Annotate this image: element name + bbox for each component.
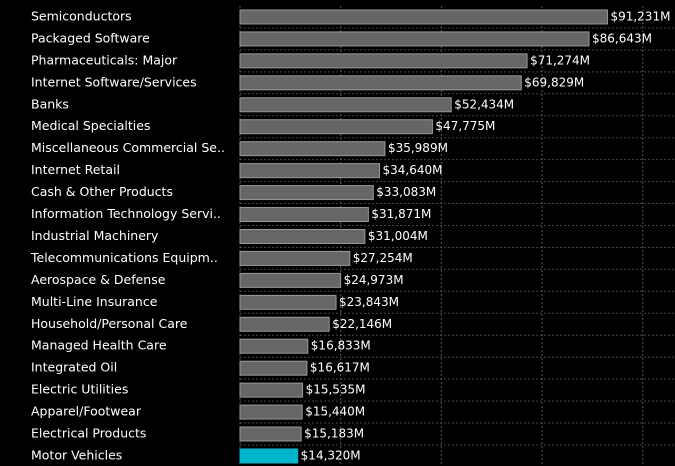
category-label: Banks bbox=[31, 96, 69, 111]
category-label: Information Technology Servi.. bbox=[31, 206, 221, 221]
category-label: Motor Vehicles bbox=[31, 447, 122, 462]
value-label: $14,320M bbox=[301, 448, 361, 462]
value-label: $16,617M bbox=[310, 361, 370, 375]
bar bbox=[239, 141, 386, 157]
bar bbox=[239, 294, 337, 310]
value-label: $16,833M bbox=[311, 339, 371, 353]
bar bbox=[239, 163, 381, 179]
value-label: $52,434M bbox=[454, 97, 514, 111]
category-label: Multi-Line Insurance bbox=[31, 294, 158, 309]
category-label: Miscellaneous Commercial Se.. bbox=[31, 140, 225, 155]
category-label: Internet Software/Services bbox=[31, 74, 197, 89]
value-label: $15,535M bbox=[306, 383, 366, 397]
value-label: $31,871M bbox=[371, 207, 431, 221]
bar bbox=[239, 97, 452, 113]
value-label: $15,183M bbox=[304, 427, 364, 441]
bar bbox=[239, 31, 590, 47]
category-label: Electric Utilities bbox=[31, 382, 128, 397]
bar bbox=[239, 448, 299, 464]
bar bbox=[239, 119, 433, 135]
bar bbox=[239, 250, 351, 266]
value-label: $35,989M bbox=[388, 141, 448, 155]
category-label: Pharmaceuticals: Major bbox=[31, 52, 178, 67]
category-label: Managed Health Care bbox=[31, 338, 167, 353]
value-label: $22,146M bbox=[332, 317, 392, 331]
value-label: $47,775M bbox=[435, 119, 495, 133]
value-label: $71,274M bbox=[530, 53, 590, 67]
value-label: $86,643M bbox=[592, 31, 652, 45]
bar bbox=[239, 316, 330, 332]
bar bbox=[239, 360, 308, 376]
category-label: Apparel/Footwear bbox=[31, 404, 142, 419]
value-label: $91,231M bbox=[610, 9, 670, 23]
bar bbox=[239, 404, 303, 420]
bar bbox=[239, 185, 374, 201]
category-label: Household/Personal Care bbox=[31, 316, 188, 331]
category-label: Electrical Products bbox=[31, 426, 146, 441]
bar bbox=[239, 9, 608, 25]
category-label: Semiconductors bbox=[31, 8, 132, 23]
category-label: Internet Retail bbox=[31, 162, 120, 177]
value-label: $24,973M bbox=[344, 273, 404, 287]
bar bbox=[239, 207, 369, 223]
category-label: Medical Specialties bbox=[31, 118, 150, 133]
category-label: Industrial Machinery bbox=[31, 228, 159, 243]
category-label: Packaged Software bbox=[31, 30, 150, 45]
value-label: $69,829M bbox=[524, 75, 584, 89]
value-label: $34,640M bbox=[383, 163, 443, 177]
bar bbox=[239, 272, 342, 288]
category-label: Cash & Other Products bbox=[31, 184, 173, 199]
value-label: $23,843M bbox=[339, 295, 399, 309]
category-label: Telecommunications Equipm.. bbox=[30, 250, 218, 265]
value-label: $15,440M bbox=[305, 405, 365, 419]
bar bbox=[239, 53, 528, 69]
bar bbox=[239, 426, 302, 442]
bar bbox=[239, 75, 522, 91]
bar bbox=[239, 338, 309, 354]
value-label: $31,004M bbox=[368, 229, 428, 243]
value-label: $27,254M bbox=[353, 251, 413, 265]
value-label: $33,083M bbox=[376, 185, 436, 199]
category-label: Integrated Oil bbox=[31, 360, 117, 375]
bar bbox=[239, 228, 366, 244]
bar bbox=[239, 382, 304, 398]
category-label: Aerospace & Defense bbox=[31, 272, 166, 287]
